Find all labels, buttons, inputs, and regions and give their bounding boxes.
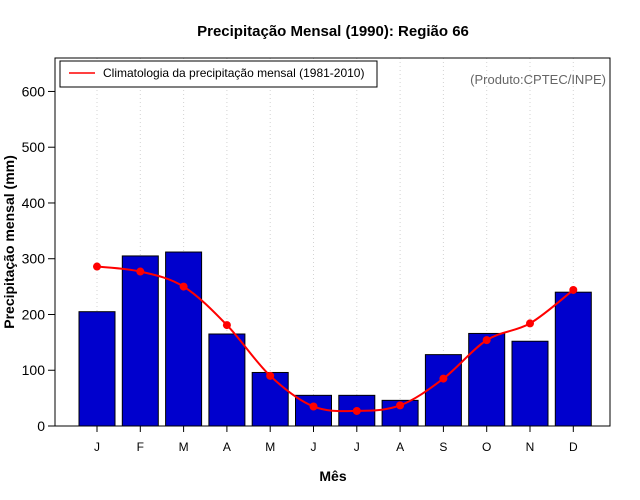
legend-box xyxy=(59,60,378,88)
climatology-point-4 xyxy=(266,371,275,380)
y-tick-label-0: 0 xyxy=(37,418,45,434)
bar-10 xyxy=(511,340,549,427)
climatology-point-0 xyxy=(93,262,101,271)
x-tick-label-10: N xyxy=(526,440,535,454)
y-tick-label-3: 300 xyxy=(22,251,46,267)
x-tick-label-11: D xyxy=(569,440,578,454)
climatology-point-8 xyxy=(439,374,448,383)
x-tick-label-2: M xyxy=(179,440,189,454)
climatology-point-9 xyxy=(482,336,491,345)
x-tick-label-6: J xyxy=(354,440,360,454)
x-tick-label-3: A xyxy=(223,440,231,454)
bar-9 xyxy=(468,332,506,427)
bar-0 xyxy=(78,311,116,427)
grid-lines xyxy=(96,58,574,426)
x-tick-label-8: S xyxy=(439,440,447,454)
climatology-line-series xyxy=(93,262,578,415)
y-tick-label-1: 100 xyxy=(22,362,46,378)
y-tick-label-6: 600 xyxy=(22,83,46,99)
legend-entry-climatology: Climatologia da precipitação mensal (198… xyxy=(103,66,364,80)
y-tick-label-4: 400 xyxy=(22,195,46,211)
climatology-point-11 xyxy=(569,285,578,294)
bar-3 xyxy=(208,333,246,427)
climatology-point-10 xyxy=(526,319,534,328)
plot-frame xyxy=(54,57,611,427)
x-tick-label-7: A xyxy=(396,440,404,454)
x-tick-label-4: M xyxy=(265,440,275,454)
y-tick-label-5: 500 xyxy=(22,139,46,155)
x-tick-label-0: J xyxy=(94,440,100,454)
chart-title: Precipitação Mensal (1990): Região 66 xyxy=(197,23,469,40)
x-tick-label-9: O xyxy=(482,440,491,454)
y-axis: 0 100 200 300 400 500 600 xyxy=(22,83,55,434)
climatology-point-3 xyxy=(222,321,231,330)
legend: Climatologia da precipitação mensal (198… xyxy=(59,60,378,88)
y-tick-label-2: 200 xyxy=(22,306,46,322)
x-axis-title: Mês xyxy=(319,468,346,484)
bar-series xyxy=(78,251,592,427)
y-axis-title: Precipitação mensal (mm) xyxy=(1,155,17,329)
x-tick-label-5: J xyxy=(311,440,317,454)
climatology-point-6 xyxy=(352,406,361,415)
source-annotation: (Produto:CPTEC/INPE) xyxy=(470,72,606,87)
bar-1 xyxy=(121,255,159,427)
bar-11 xyxy=(554,291,592,427)
climatology-point-2 xyxy=(179,282,188,291)
climatology-point-5 xyxy=(309,402,318,411)
climatology-point-1 xyxy=(136,267,145,276)
x-tick-label-1: F xyxy=(137,440,144,454)
bar-8 xyxy=(424,354,462,427)
bar-4 xyxy=(251,371,289,427)
bar-2 xyxy=(165,251,203,427)
climatology-point-7 xyxy=(396,401,405,410)
